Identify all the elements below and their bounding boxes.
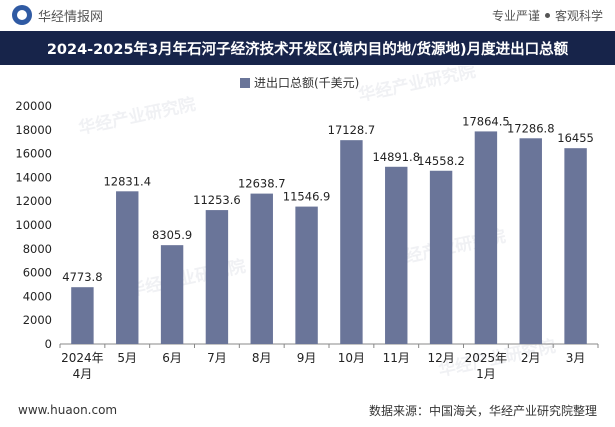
data-label: 11546.9 bbox=[283, 190, 331, 204]
legend-label: 进出口总额(千美元) bbox=[254, 76, 359, 90]
bar bbox=[116, 191, 139, 344]
website-link[interactable]: www.huaon.com bbox=[18, 403, 118, 417]
bar-chart: 华经产业研究院华经产业研究院华经产业研究院华经产业研究院华经产业研究院进出口总额… bbox=[15, 61, 599, 381]
x-tick-label: 7月 bbox=[207, 351, 227, 365]
brand: 华经情报网 bbox=[12, 5, 103, 25]
data-label: 8305.9 bbox=[152, 228, 192, 242]
data-label: 17286.8 bbox=[507, 121, 555, 135]
data-label: 11253.6 bbox=[193, 193, 241, 207]
data-source: 数据来源：中国海关，华经产业研究院整理 bbox=[368, 403, 597, 418]
data-label: 14558.2 bbox=[417, 154, 465, 168]
x-tick-label: 2月 bbox=[521, 351, 541, 365]
y-tick-label: 6000 bbox=[23, 266, 52, 280]
x-tick-label: 2024年 4月 bbox=[61, 351, 104, 381]
bar bbox=[385, 166, 408, 344]
x-tick-label: 3月 bbox=[566, 351, 586, 365]
watermark-text: 华经产业研究院 bbox=[77, 94, 198, 139]
x-tick-label: 5月 bbox=[117, 351, 137, 365]
bar bbox=[564, 148, 587, 344]
y-tick-label: 12000 bbox=[15, 194, 52, 208]
bar bbox=[160, 245, 184, 344]
watermark-text: 华经产业研究院 bbox=[357, 66, 478, 106]
y-tick-label: 20000 bbox=[15, 99, 52, 113]
x-tick-label: 11月 bbox=[383, 351, 410, 365]
data-label: 4773.8 bbox=[62, 270, 102, 284]
brand-name: 华经情报网 bbox=[38, 9, 104, 25]
top-bar: 华经情报网 专业严谨 客观科学 bbox=[0, 0, 615, 30]
y-tick-label: 14000 bbox=[15, 170, 52, 184]
x-tick-label: 12月 bbox=[427, 351, 454, 365]
data-label: 17128.7 bbox=[328, 123, 376, 137]
y-tick-label: 8000 bbox=[23, 242, 52, 256]
bar bbox=[71, 287, 94, 344]
bar bbox=[519, 138, 542, 344]
data-label: 12831.4 bbox=[103, 174, 151, 188]
bar bbox=[474, 131, 498, 344]
chart-title: 2024-2025年3月年石河子经济技术开发区(境内目的地/货源地)月度进出口总… bbox=[0, 31, 615, 65]
data-label: 16455 bbox=[557, 131, 594, 145]
y-tick-label: 10000 bbox=[15, 218, 52, 232]
circle-logo-icon bbox=[12, 5, 32, 25]
chart-area: 华经产业研究院华经产业研究院华经产业研究院华经产业研究院华经产业研究院进出口总额… bbox=[0, 61, 615, 392]
x-tick-label: 8月 bbox=[252, 351, 272, 365]
y-tick-label: 4000 bbox=[23, 289, 52, 303]
x-tick-label: 10月 bbox=[338, 351, 365, 365]
data-label: 12638.7 bbox=[238, 177, 286, 191]
tagline-1: 专业严谨 bbox=[491, 8, 540, 23]
tagline-2: 客观科学 bbox=[554, 8, 603, 23]
footer: www.huaon.com 数据来源：中国海关，华经产业研究院整理 bbox=[0, 393, 615, 427]
watermark-text: 华经产业研究院 bbox=[127, 256, 248, 301]
y-tick-label: 16000 bbox=[15, 147, 52, 161]
bar bbox=[295, 206, 318, 344]
y-tick-label: 18000 bbox=[15, 123, 52, 137]
bar bbox=[429, 170, 453, 344]
bar bbox=[340, 140, 363, 344]
legend-swatch bbox=[240, 78, 250, 88]
x-tick-label: 9月 bbox=[297, 351, 317, 365]
tagline: 专业严谨 客观科学 bbox=[492, 7, 603, 24]
x-tick-label: 6月 bbox=[162, 351, 182, 365]
bar bbox=[250, 193, 273, 344]
y-tick-label: 2000 bbox=[23, 313, 52, 327]
y-tick-label: 0 bbox=[45, 337, 52, 351]
x-tick-label: 2025年 1月 bbox=[465, 351, 508, 381]
bullet-dot-icon bbox=[544, 12, 550, 18]
data-label: 14891.8 bbox=[372, 150, 420, 164]
bar bbox=[205, 210, 229, 344]
data-label: 17864.5 bbox=[462, 114, 510, 128]
